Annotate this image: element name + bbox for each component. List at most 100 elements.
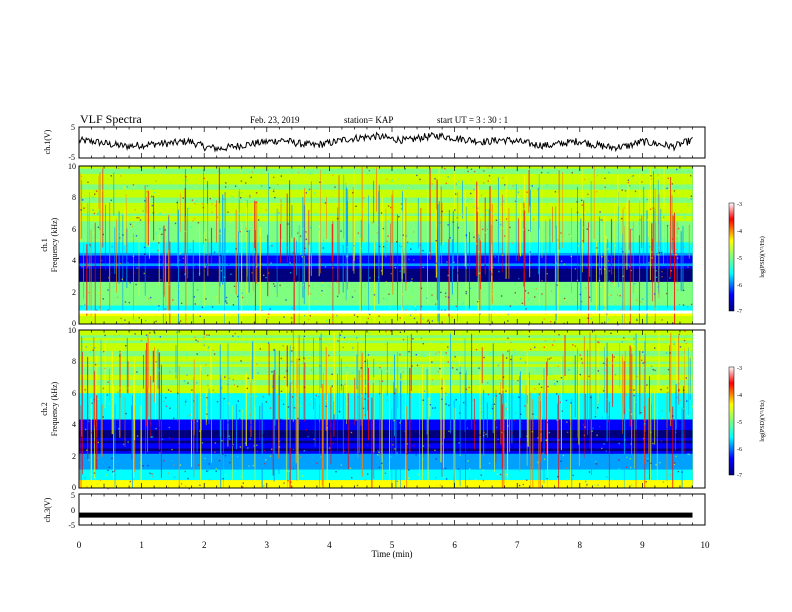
spectrogram-speckle	[292, 252, 294, 254]
spectrogram-speckle	[174, 222, 177, 225]
spectrogram-speckle	[238, 426, 240, 429]
spectrogram-speckle	[657, 174, 659, 176]
spectrogram-speckle	[150, 436, 152, 438]
spectrogram-speckle	[277, 183, 279, 186]
spectrogram-speckle	[487, 180, 489, 182]
spectrogram-speckle	[136, 371, 138, 373]
spectrogram-speckle	[203, 336, 205, 338]
spectrogram-speckle	[290, 481, 292, 483]
spectrogram-speckle	[332, 267, 334, 269]
spectrogram-speckle	[272, 190, 275, 193]
spectrogram-speckle	[527, 292, 530, 294]
spectrogram-speckle	[611, 280, 614, 283]
spectrogram-speckle	[399, 379, 402, 381]
spectrogram-speckle	[388, 293, 390, 295]
spectrogram-speckle	[608, 280, 610, 282]
spectrogram-speckle	[666, 292, 668, 295]
spectrogram-speckle	[158, 370, 160, 372]
spectrogram-speckle	[205, 298, 207, 300]
spectrogram-speckle	[303, 386, 306, 388]
spectrogram-speckle	[447, 349, 450, 351]
spectrogram-speckle	[302, 284, 304, 286]
spectrogram-speckle	[666, 225, 669, 227]
spectrogram-speckle	[560, 232, 562, 234]
spectrogram-speckle	[591, 405, 593, 407]
spectrogram-speckle	[377, 473, 379, 476]
spectrogram-speckle	[220, 363, 223, 365]
spectrogram-speckle	[194, 202, 196, 205]
spectrogram-speckle	[184, 274, 186, 276]
spectrogram-speckle	[206, 422, 208, 424]
spectrogram-speckle	[496, 426, 498, 429]
spectrogram-speckle	[590, 396, 592, 399]
spectrogram-speckle	[553, 379, 555, 381]
spectrogram-speckle	[346, 403, 348, 405]
spectrogram-speckle	[267, 317, 269, 319]
spectrogram-speckle	[259, 286, 261, 289]
spectrogram-speckle	[386, 399, 388, 401]
spectrogram-speckle	[660, 388, 662, 391]
spectrogram-speckle	[682, 389, 685, 391]
spectrogram-band	[79, 409, 693, 412]
spectrogram-speckle	[673, 190, 676, 192]
spectrogram-speckle	[123, 450, 125, 452]
spectrogram-speckle	[172, 338, 174, 340]
spectrogram-speckle	[641, 181, 643, 183]
spectrogram-speckle	[239, 170, 242, 172]
spectrogram-speckle	[584, 350, 587, 352]
spectrogram-speckle	[418, 205, 421, 207]
spectrogram-speckle	[271, 385, 274, 388]
spectrogram-band	[79, 292, 693, 296]
spectrogram-speckle	[511, 242, 513, 244]
spectrogram-speckle	[661, 418, 663, 420]
spectrogram-speckle	[607, 319, 610, 321]
spectrogram-speckle	[289, 272, 292, 274]
spectrogram-speckle	[221, 439, 223, 442]
spectrogram-speckle	[338, 352, 341, 354]
spectrogram-speckle	[466, 437, 468, 439]
spectrogram-speckle	[633, 337, 635, 339]
spectrogram-speckle	[522, 228, 525, 231]
spectrogram-speckle	[459, 454, 461, 456]
spectrogram-speckle	[603, 268, 606, 270]
spectrogram-speckle	[363, 414, 365, 416]
spectrogram-speckle	[565, 284, 567, 287]
spectrogram-speckle	[682, 429, 685, 431]
spectrogram-speckle	[97, 398, 99, 400]
spectrogram-speckle	[558, 438, 560, 440]
spectrogram-speckle	[347, 372, 349, 374]
spectrogram-speckle	[125, 180, 128, 182]
spectrogram-speckle	[622, 299, 624, 302]
spectrogram-speckle	[208, 334, 210, 336]
spectrogram-speckle	[661, 271, 663, 273]
spectrogram-speckle	[249, 424, 252, 426]
spectrogram-speckle	[685, 392, 687, 394]
spectrogram-speckle	[561, 410, 563, 412]
spectrogram-speckle	[497, 364, 500, 367]
spectrogram-speckle	[157, 352, 160, 354]
spectrogram-speckle	[129, 223, 132, 225]
spectrogram-speckle	[269, 455, 272, 457]
spectrogram-speckle	[505, 408, 508, 410]
spectrogram-speckle	[304, 358, 306, 360]
spectrogram-speckle	[205, 349, 208, 351]
ch3-waveform-frame	[78, 493, 706, 526]
spectrogram-speckle	[85, 428, 87, 431]
spectrogram-speckle	[149, 472, 151, 474]
spectrogram-speckle	[581, 407, 583, 409]
spectrogram-speckle	[596, 434, 598, 436]
spectrogram-speckle	[342, 376, 345, 378]
spectrogram-speckle	[587, 193, 589, 195]
spectrogram-speckle	[585, 486, 587, 488]
ch2-cbar-label: log(PSD)(V²/Hz)	[759, 400, 766, 441]
spectrogram-speckle	[404, 340, 407, 343]
spectrogram-speckle	[275, 274, 277, 277]
spectrogram-speckle	[168, 437, 171, 439]
spectrogram-speckle	[690, 175, 692, 177]
spectrogram-speckle	[131, 224, 134, 227]
spectrogram-speckle	[590, 318, 592, 320]
spectrogram-speckle	[258, 376, 260, 378]
spectrogram-speckle	[448, 430, 450, 432]
spectrogram-speckle	[321, 282, 324, 284]
spectrogram-speckle	[573, 362, 576, 364]
